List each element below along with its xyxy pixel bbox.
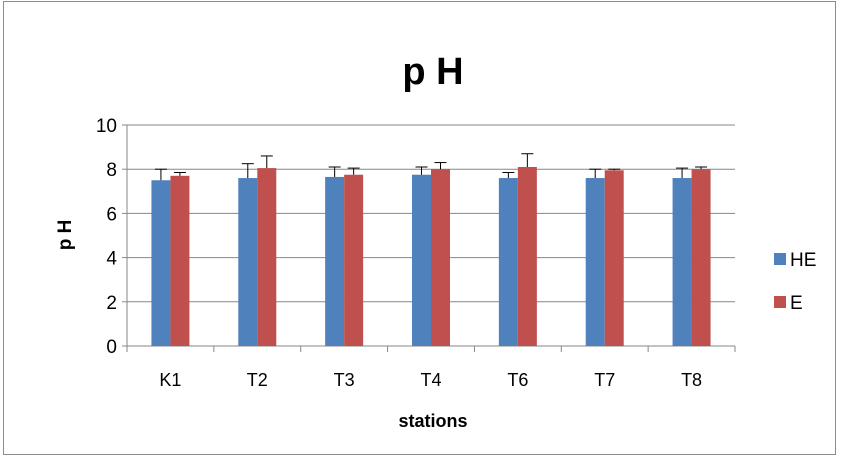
x-axis-label: stations xyxy=(398,411,467,431)
bars xyxy=(151,166,711,346)
legend-swatch-he xyxy=(774,253,786,265)
legend-label-he: HE xyxy=(790,250,816,271)
x-tick-label: T4 xyxy=(420,370,441,390)
y-axis: 0 2 4 6 8 10 xyxy=(96,116,128,358)
bar-e-t3 xyxy=(344,174,364,346)
legend-label-e: E xyxy=(790,293,803,314)
bar-e-t8 xyxy=(691,169,711,346)
bar-e-t6 xyxy=(517,166,537,346)
y-axis-label: p H xyxy=(55,220,76,251)
legend-swatch-e xyxy=(774,296,786,308)
bar-e-t2 xyxy=(257,168,277,346)
x-tick-label: T6 xyxy=(507,370,528,390)
bar-he-t3 xyxy=(325,176,345,346)
x-tick-label: T7 xyxy=(594,370,615,390)
y-tick-label: 10 xyxy=(96,116,117,137)
y-tick-label: 4 xyxy=(106,249,117,270)
x-tick-label: K1 xyxy=(159,370,181,390)
bar-he-k1 xyxy=(151,180,171,346)
bar-e-t4 xyxy=(431,169,450,346)
error-bars xyxy=(154,153,708,181)
x-axis: K1 T2 T3 T4 T6 T7 T8 xyxy=(126,345,736,390)
bar-he-t8 xyxy=(672,178,692,346)
legend: HE E xyxy=(774,250,816,314)
bar-he-t2 xyxy=(238,178,258,346)
x-tick-label: T2 xyxy=(247,370,268,390)
y-tick-label: 8 xyxy=(106,160,117,181)
x-tick-label: T8 xyxy=(681,370,702,390)
bar-he-t4 xyxy=(412,174,431,346)
bar-he-t7 xyxy=(585,178,605,346)
bar-he-t6 xyxy=(498,178,518,346)
bar-e-k1 xyxy=(170,175,190,346)
chart-title: p H xyxy=(402,51,463,93)
x-tick-label: T3 xyxy=(334,370,355,390)
y-tick-label: 0 xyxy=(106,337,117,358)
y-tick-label: 2 xyxy=(106,293,117,314)
bar-e-t7 xyxy=(604,170,624,346)
y-tick-label: 6 xyxy=(106,204,117,225)
